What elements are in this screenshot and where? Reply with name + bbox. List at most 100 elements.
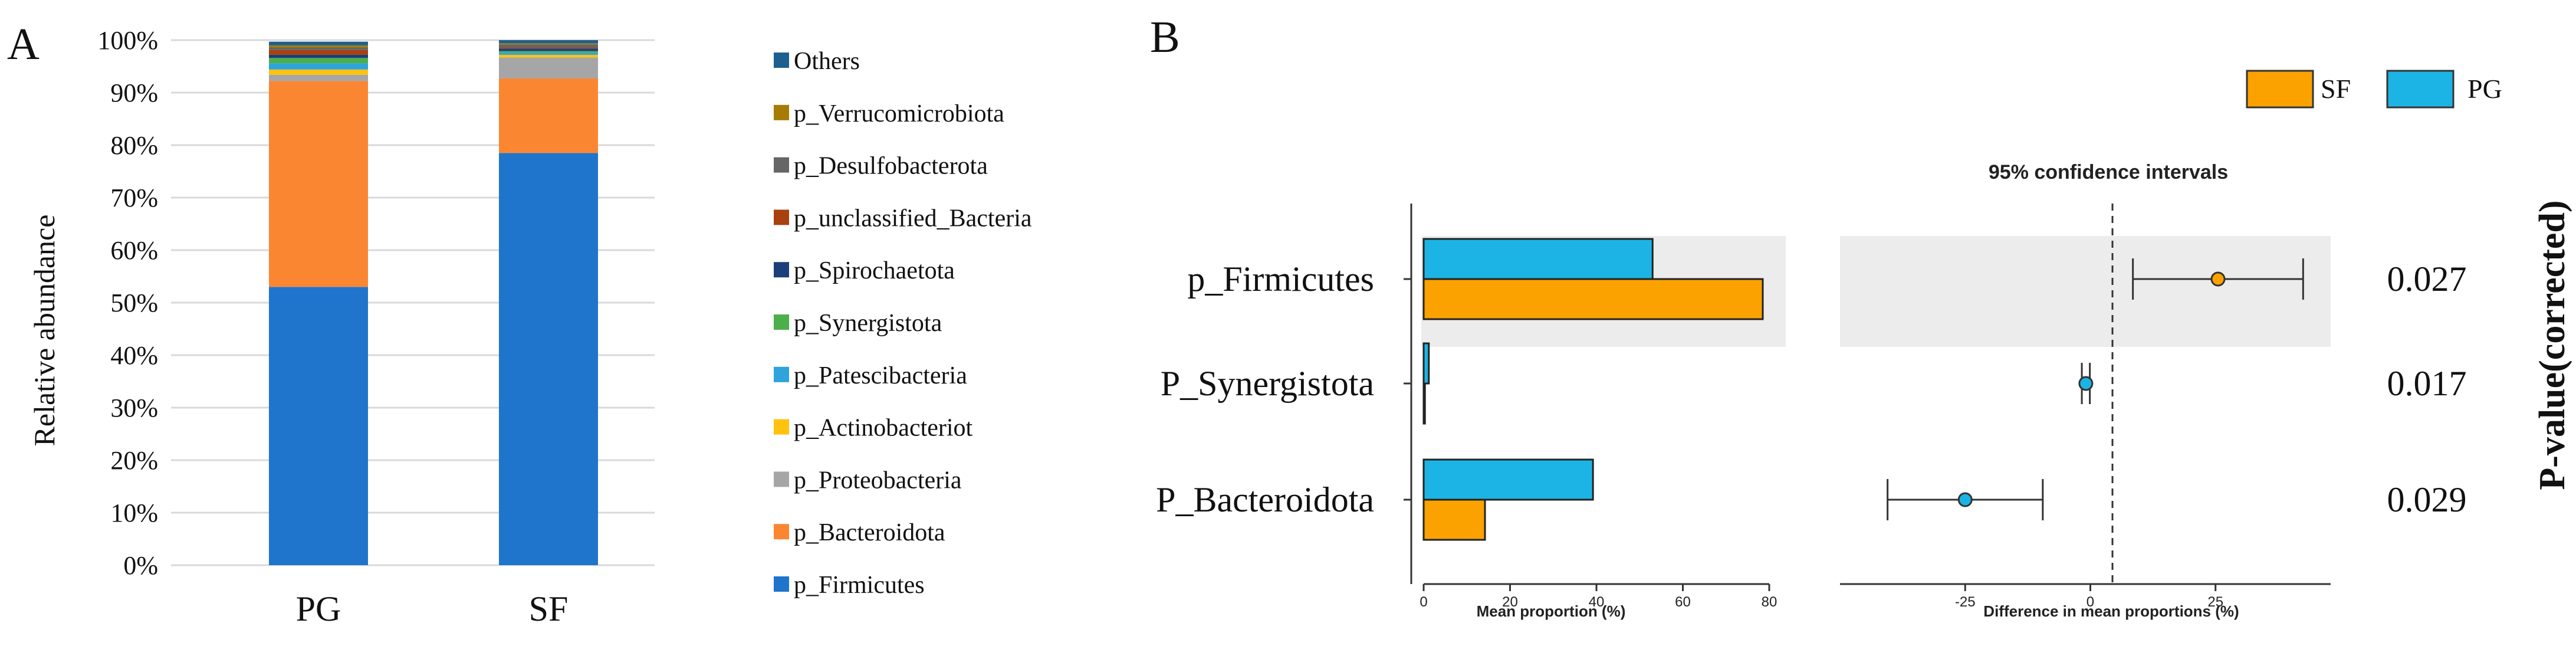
bar xyxy=(1422,458,1594,501)
ci-plot-title: 95% confidence intervals xyxy=(1989,161,2228,183)
ci-x-axis: -25 0 25 xyxy=(1840,583,2331,610)
x-tick-label: 80 xyxy=(1762,594,1777,610)
bar-segment xyxy=(269,69,368,75)
bar-segment xyxy=(499,78,598,153)
bar-segment xyxy=(269,81,368,287)
bar-segment xyxy=(269,74,368,81)
ci-point xyxy=(1957,492,1973,507)
bar-segment xyxy=(499,54,598,58)
legend-swatch xyxy=(774,366,789,382)
mean-proportion-plot: p_Firmicutes P_Synergistota P_Bacteroidota… xyxy=(1156,204,1777,620)
bar-segment xyxy=(499,51,598,53)
category-labels: p_Firmicutes P_Synergistota P_Bacteroidota xyxy=(1156,260,1411,519)
x-tick-label: PG xyxy=(296,589,341,628)
bar-segment xyxy=(269,63,368,70)
legend-label: SF xyxy=(2321,74,2351,104)
legend-swatch xyxy=(774,576,789,592)
panel-a: A Relative abundance 0% 10% 20% 30% 40% 50% 60… xyxy=(7,19,1032,628)
legend-label: Others xyxy=(794,48,860,75)
legend-swatch xyxy=(774,419,789,435)
y-tick-label: 40% xyxy=(110,341,158,370)
y-tick-label: 10% xyxy=(110,499,158,527)
p-value-axis-label: P-value(corrected) xyxy=(2532,200,2572,490)
bar-segment xyxy=(499,44,598,48)
legend-label: p_Synergistota xyxy=(794,310,942,337)
legend-label: p_Patescibacteria xyxy=(794,362,967,389)
legend-label: PG xyxy=(2467,74,2502,104)
ci-points xyxy=(1887,258,2304,520)
legend-label: p_Desulfobacterota xyxy=(794,153,988,180)
panel-a-x-tick-labels: PG SF xyxy=(296,589,569,628)
y-tick-label: 80% xyxy=(110,131,158,160)
mean-proportion-xlabel: Mean proportion (%) xyxy=(1477,602,1626,620)
bar xyxy=(1422,382,1426,425)
bar-segment xyxy=(499,57,598,78)
ci-point xyxy=(2210,271,2226,287)
panel-a-label: A xyxy=(7,19,40,69)
legend-swatch xyxy=(774,524,789,540)
legend-label: p_Bacteroidota xyxy=(794,519,945,546)
bar-segment xyxy=(499,153,598,566)
mean-proportion-bars xyxy=(1422,238,1764,541)
y-tick-label: 60% xyxy=(110,236,158,265)
ci-xlabel: Difference in mean proportions (%) xyxy=(1983,602,2239,620)
legend-label: p_Spirochaetota xyxy=(794,257,955,284)
legend-swatch xyxy=(2246,70,2314,109)
category-label: P_Synergistota xyxy=(1161,364,1374,403)
p-value: 0.027 xyxy=(2387,260,2467,299)
x-tick-label: 0 xyxy=(1420,594,1427,610)
panel-b-label: B xyxy=(1150,12,1180,62)
legend-swatch xyxy=(774,314,789,330)
legend-swatch xyxy=(774,471,789,487)
bar xyxy=(1422,499,1486,541)
x-tick-label: 60 xyxy=(1675,594,1691,610)
bar-segment xyxy=(499,48,598,51)
y-tick-label: 20% xyxy=(110,446,158,475)
legend-swatch xyxy=(774,53,789,68)
bar-segment xyxy=(499,43,598,45)
bar-segment xyxy=(499,47,598,49)
ci-point xyxy=(2078,376,2094,391)
panel-b: B SF PG p_Firmicutes P_Synergistota P_Bacte… xyxy=(1150,12,2572,620)
bar-segment xyxy=(499,53,598,55)
bar xyxy=(1422,278,1764,320)
legend-label: p_Actinobacteriot xyxy=(794,415,973,442)
panel-a-legend: Others p_Verrucomicrobiota p_Desulfobacter… xyxy=(774,48,1032,599)
legend-label: p_Proteobacteria xyxy=(794,467,962,494)
x-tick-label: 0 xyxy=(2087,594,2094,610)
legend-swatch xyxy=(774,157,789,173)
y-tick-label: 90% xyxy=(110,78,158,107)
bar xyxy=(1422,238,1654,280)
x-tick-label: -25 xyxy=(1955,594,1976,610)
bar-segment xyxy=(499,40,598,44)
x-tick-label: 20 xyxy=(1502,594,1518,610)
legend-swatch xyxy=(2386,70,2455,109)
x-tick-label: SF xyxy=(529,589,569,628)
legend-swatch xyxy=(774,262,789,278)
p-value: 0.017 xyxy=(2387,364,2467,403)
panel-a-bars xyxy=(269,40,598,566)
category-label: p_Firmicutes xyxy=(1187,260,1374,299)
bar-segment xyxy=(269,50,368,55)
legend-label: p_Firmicutes xyxy=(794,572,925,599)
y-tick-label: 70% xyxy=(110,183,158,212)
category-label: P_Bacteroidota xyxy=(1156,480,1374,519)
legend-label: p_Verrucomicrobiota xyxy=(794,100,1004,127)
bar-segment xyxy=(269,54,368,58)
y-tick-label: 30% xyxy=(110,393,158,422)
legend-label: p_unclassified_Bacteria xyxy=(794,205,1032,232)
p-values: 0.027 0.017 0.029 xyxy=(2387,260,2467,519)
bar-segment xyxy=(269,47,368,50)
y-tick-label: 100% xyxy=(97,26,158,55)
bar-segment xyxy=(269,41,368,45)
mean-proportion-x-axis: 0 20 40 60 80 xyxy=(1420,583,1777,610)
ci-row-band xyxy=(1840,236,2331,347)
y-tick-label: 0% xyxy=(123,551,158,580)
panel-b-legend: SF PG xyxy=(2246,70,2502,109)
legend-swatch xyxy=(774,104,789,120)
panel-a-y-tick-labels: 0% 10% 20% 30% 40% 50% 60% 70% 80% 90% 100% xyxy=(97,26,158,580)
bar-segment xyxy=(269,287,368,565)
x-tick-label: 25 xyxy=(2207,594,2223,610)
x-tick-label: 40 xyxy=(1589,594,1605,610)
p-value: 0.029 xyxy=(2387,480,2467,519)
